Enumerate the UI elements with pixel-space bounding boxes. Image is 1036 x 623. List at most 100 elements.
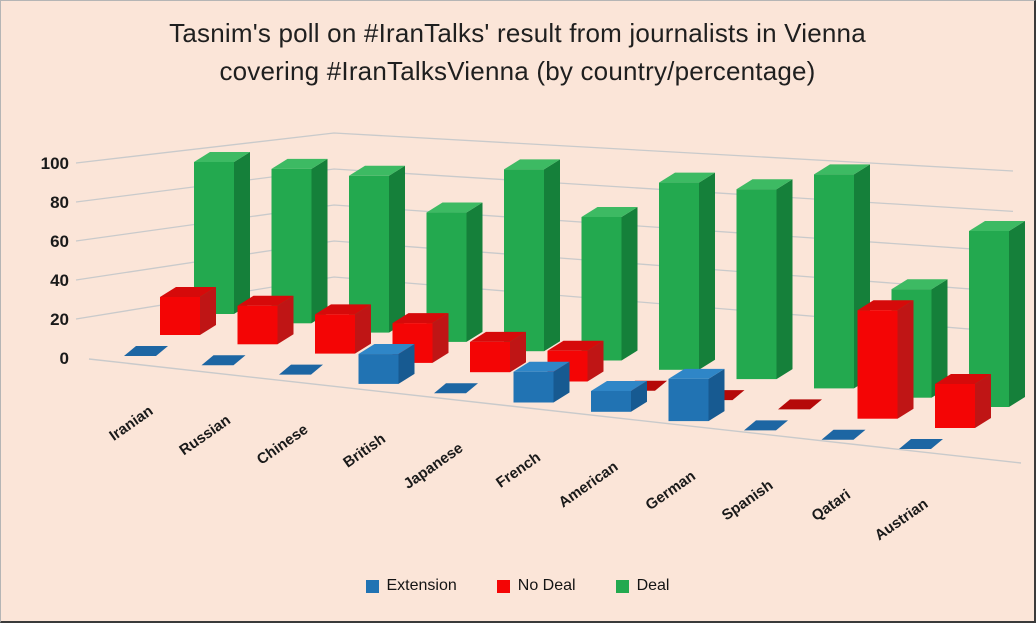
bar-no-deal-austrian-side (975, 374, 991, 428)
bar-deal-russian-side (311, 158, 328, 324)
bar-no-deal-french-top (547, 340, 604, 351)
bar-extension-french-front (513, 371, 554, 403)
category-label-iranian: Iranian (106, 402, 156, 444)
legend-swatch-deal (615, 579, 629, 593)
bar-extension-american-top (591, 381, 647, 391)
bar-no-deal-qatari-side (897, 300, 914, 419)
bar-deal-russian-top (271, 158, 328, 169)
bar-deal-german-side (776, 179, 793, 380)
zero-marker-extension-qatari (821, 429, 866, 440)
legend-swatch-no-deal (496, 579, 510, 593)
category-label-german: German (643, 467, 699, 513)
bar-no-deal-japanese-top (470, 331, 526, 342)
bar-no-deal-russian-top (237, 295, 294, 306)
category-label-british: British (340, 430, 389, 471)
bar-deal-american-side (699, 172, 715, 370)
bar-no-deal-iranian-side (200, 287, 216, 335)
legend-label-extension: Extension (386, 577, 457, 594)
zero-marker-extension-iranian (124, 346, 168, 356)
bar-extension-british-top (358, 344, 415, 355)
category-label-russian: Russian (176, 412, 234, 459)
category-label-japanese: Japanese (401, 440, 467, 493)
legend: Extension No Deal Deal (1, 574, 1034, 598)
zero-marker-extension-japanese (434, 383, 478, 394)
y-tick-60: 60 (50, 232, 69, 251)
legend-label-deal: Deal (636, 577, 670, 594)
y-tick-20: 20 (50, 310, 69, 329)
bar-deal-spanish-top (814, 164, 870, 175)
y-tick-0: 0 (60, 349, 69, 368)
bar-no-deal-russian-front (237, 305, 278, 345)
zero-marker-extension-russian (201, 355, 246, 366)
bar-no-deal-british-side (432, 313, 449, 363)
gridline-100 (75, 132, 1014, 172)
bar-no-deal-iranian-front (160, 297, 200, 335)
bar-extension-french-top (513, 361, 570, 372)
y-tick-80: 80 (50, 193, 69, 212)
zero-marker-extension-austrian (899, 439, 943, 449)
bar-no-deal-qatari-front (857, 310, 898, 419)
chart-title-line2: covering #IranTalksVienna (by country/pe… (219, 56, 816, 86)
legend-item-deal: Deal (615, 577, 670, 595)
bar-no-deal-japanese-side (510, 331, 526, 373)
y-tick-100: 100 (41, 154, 69, 173)
bar-deal-british-top (426, 202, 483, 213)
bar-extension-german-side (708, 368, 725, 422)
bar-deal-german-top (736, 179, 793, 190)
zero-marker-no-deal-spanish (778, 399, 822, 410)
y-tick-40: 40 (50, 271, 69, 290)
category-label-qatari: Qatari (809, 486, 854, 525)
bar-deal-chinese-side (389, 165, 405, 333)
bar-deal-american-front (659, 182, 699, 370)
bar-deal-austrian-top (969, 221, 1025, 231)
bar-no-deal-chinese-front (315, 314, 355, 354)
bar-extension-german-top (668, 368, 725, 379)
bar-deal-japanese-top (504, 159, 560, 170)
bar-deal-iranian-top (194, 152, 250, 162)
bar-no-deal-austrian-front (935, 384, 975, 428)
legend-item-extension: Extension (365, 577, 457, 595)
category-label-american: American (556, 458, 622, 511)
category-label-french: French (493, 449, 544, 492)
bar-deal-iranian-side (234, 152, 250, 314)
bar-no-deal-chinese-side (355, 304, 371, 354)
legend-item-no-deal: No Deal (496, 577, 576, 595)
bar-deal-german-front (736, 189, 777, 380)
zero-marker-extension-chinese (279, 364, 323, 375)
bar-deal-british-side (466, 202, 483, 342)
bar-no-deal-russian-side (277, 295, 294, 345)
bar-no-deal-chinese-top (315, 304, 371, 315)
bar-deal-qatari-top (891, 279, 948, 290)
bar-extension-german-front (668, 378, 709, 422)
bar-extension-british-front (358, 354, 399, 384)
bar-deal-american-top (659, 172, 715, 183)
bar-deal-french-side (621, 207, 638, 361)
category-label-austrian: Austrian (872, 495, 932, 544)
category-label-spanish: Spanish (719, 477, 777, 524)
bar-deal-austrian-side (1009, 221, 1025, 407)
bar-deal-spanish-front (814, 174, 854, 389)
bar-extension-british-side (398, 344, 415, 384)
bar-deal-japanese-front (504, 169, 544, 352)
bar-extension-american-front (591, 391, 631, 412)
bar-deal-french-top (581, 207, 638, 217)
bar-extension-american-side (631, 381, 647, 412)
zero-marker-extension-spanish (744, 420, 788, 431)
bar-no-deal-british-top (392, 313, 449, 324)
bar-extension-french-side (553, 361, 570, 403)
floor-front-edge (88, 358, 1022, 464)
bar-deal-japanese-side (544, 159, 560, 352)
bar-no-deal-qatari-top (857, 300, 914, 311)
bar-deal-qatari-side (931, 279, 948, 398)
bar-no-deal-iranian-top (160, 287, 216, 297)
category-label-chinese: Chinese (254, 421, 312, 468)
bar-no-deal-french-side (587, 340, 604, 382)
bar-deal-chinese-top (349, 165, 405, 176)
bar-deal-french-front (581, 217, 622, 361)
bar-no-deal-japanese-front (470, 341, 510, 373)
legend-label-no-deal: No Deal (517, 577, 576, 594)
chart-title: Tasnim's poll on #IranTalks' result from… (1, 14, 1034, 90)
legend-swatch-extension (365, 579, 379, 593)
